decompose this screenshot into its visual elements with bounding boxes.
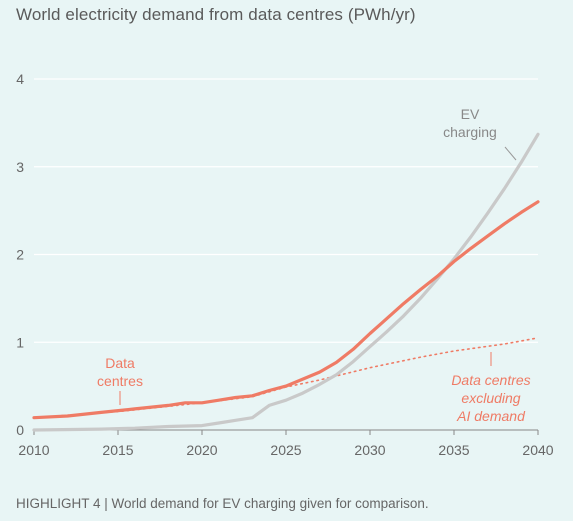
x-tick-label: 2025 [270,442,301,458]
series-line-data-centres [32,200,540,420]
annotation-line: centres [97,373,143,389]
axes: 0 1 2 3 4 2010 2015 2020 2025 2030 2035 2040 [16,71,554,458]
annotation-line: Data centres [451,372,530,388]
annotation-line: EV [461,106,480,122]
y-tick-label: 0 [16,422,24,438]
x-tick-label: 2010 [18,442,49,458]
x-tick-label: 2015 [102,442,133,458]
annotation-line: AI demand [456,408,526,424]
annotation-ev-charging: EV charging [443,106,497,140]
x-tick-label: 2040 [522,442,553,458]
annotation-data-centres: Data centres [97,355,143,389]
series-line-ev-charging [32,132,540,432]
annotation-line: charging [443,124,497,140]
y-tick-label: 4 [16,71,24,87]
gridlines [34,78,538,343]
y-tick-label: 1 [16,334,24,350]
y-tick-label: 2 [16,247,24,263]
series-lines [32,132,540,432]
annotation-ev-leader [504,146,517,161]
annotation-line: Data [105,355,135,371]
chart-title: World electricity demand from data centr… [16,5,416,24]
x-tick-label: 2035 [438,442,469,458]
x-tick-label: 2030 [354,442,385,458]
annotation-data-centres-excl-ai: Data centres excluding AI demand [451,372,530,424]
x-tick-label: 2020 [186,442,217,458]
annotation-line: excluding [461,390,520,406]
chart-footnote: HIGHLIGHT 4 | World demand for EV chargi… [16,496,429,511]
y-tick-label: 3 [16,159,24,175]
